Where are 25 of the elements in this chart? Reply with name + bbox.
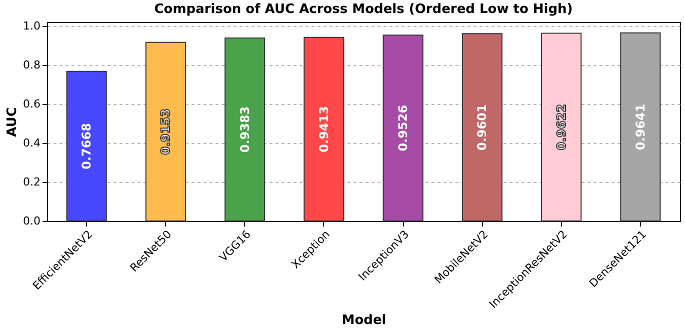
data-label: 0.9413: [316, 106, 331, 152]
y-tick-label: 0.4: [23, 136, 40, 150]
data-label: 0.9641: [633, 104, 648, 150]
bar: [145, 42, 186, 222]
data-label: 0.7668: [80, 123, 94, 170]
x-axis-title: Model: [342, 313, 386, 328]
bar: [224, 37, 266, 222]
y-tick-label: 0.6: [23, 97, 40, 110]
data-label: 0.9153: [158, 108, 173, 155]
y-axis-title: AUC: [5, 107, 20, 137]
y-tick-label: 0.0: [23, 214, 40, 228]
data-label: 0.9526: [396, 104, 410, 152]
bar: [304, 36, 344, 222]
bar: [462, 33, 502, 222]
bar: [541, 32, 582, 222]
data-label: 0.9622: [554, 104, 568, 150]
y-tick-label: 1.0: [23, 19, 40, 32]
data-label: 0.9383: [238, 106, 252, 153]
bar: [382, 34, 424, 222]
bar: [66, 70, 107, 222]
data-label: 0.9601: [475, 104, 490, 150]
y-tick-label: 0.8: [23, 58, 40, 72]
chart-title: Comparison of AUC Across Models (Ordered Low to High): [154, 2, 573, 17]
y-tick-label: 0.2: [23, 175, 40, 188]
bar: [620, 32, 661, 222]
